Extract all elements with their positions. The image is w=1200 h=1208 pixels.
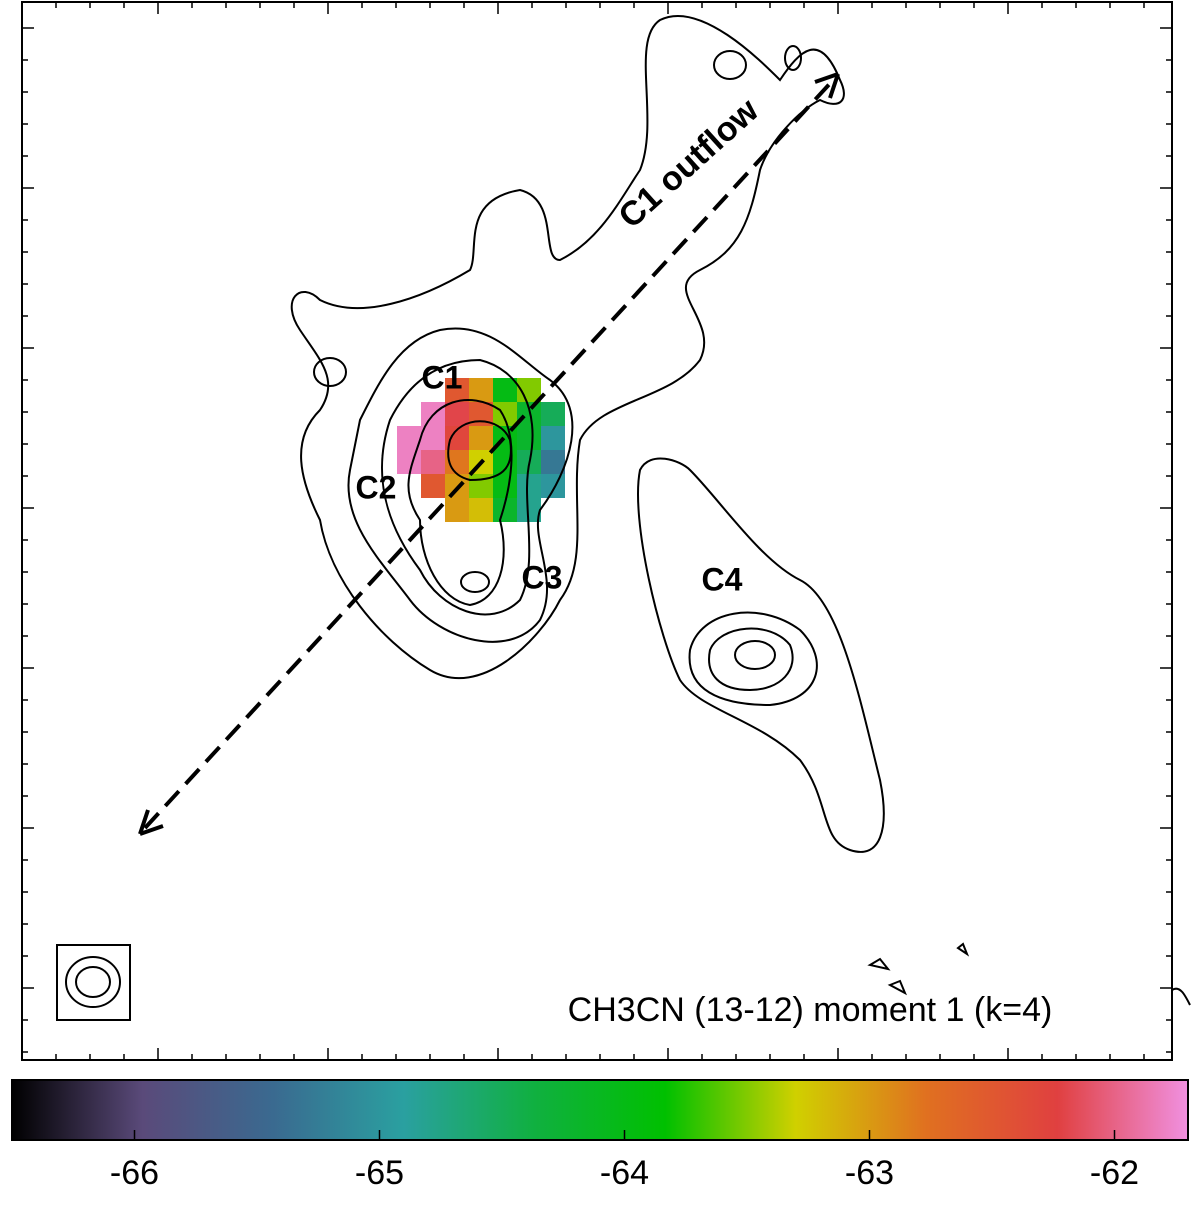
velocity-pixel [445,402,469,426]
beam [65,956,121,1008]
beam [75,966,111,998]
velocity-pixel [469,426,493,450]
velocity-pixels [397,378,565,522]
colorbar-tick-label: -66 [110,1154,159,1192]
velocity-pixel [421,474,445,498]
contour [347,327,574,643]
frame-ticks [22,2,1172,1060]
velocity-pixel [421,450,445,474]
velocity-pixel [493,402,517,426]
velocity-pixel [541,474,565,498]
velocity-pixel [397,450,421,474]
velocity-pixel [445,498,469,522]
beam-box [56,944,131,1021]
source-label: C1 [422,359,463,395]
colorbar [11,1079,1189,1141]
velocity-pixel [541,426,565,450]
velocity-pixel [541,402,565,426]
colorbar-tick-label: -65 [355,1154,404,1192]
velocity-pixel [421,426,445,450]
contour [313,357,347,387]
contour [688,611,818,707]
contour [867,942,1191,1006]
colorbar-tick-label: -63 [845,1154,894,1192]
source-label: C2 [356,469,397,505]
velocity-pixel [541,450,565,474]
contour [407,399,513,607]
velocity-pixel [445,378,469,402]
velocity-pixel [493,474,517,498]
outflow-axis [143,76,837,830]
contour [713,50,747,80]
contour [734,640,776,670]
map-frame [21,1,1173,1061]
velocity-pixel [469,378,493,402]
source-label: C3 [522,559,563,595]
contour [784,45,802,71]
contour [708,627,794,692]
arrow-heads [138,72,840,836]
map-label: CH3CN (13-12) moment 1 (k=4) [568,991,1053,1029]
contour [381,358,534,616]
contour [460,571,490,593]
velocity-pixel [517,474,541,498]
contour [637,457,885,853]
source-label: C4 [702,561,743,597]
velocity-pixel [493,378,517,402]
velocity-pixel [517,426,541,450]
velocity-pixel [469,498,493,522]
colorbar-tick-label: -64 [600,1154,649,1192]
contour [447,420,512,482]
colorbar-tick-label: -62 [1090,1154,1139,1192]
